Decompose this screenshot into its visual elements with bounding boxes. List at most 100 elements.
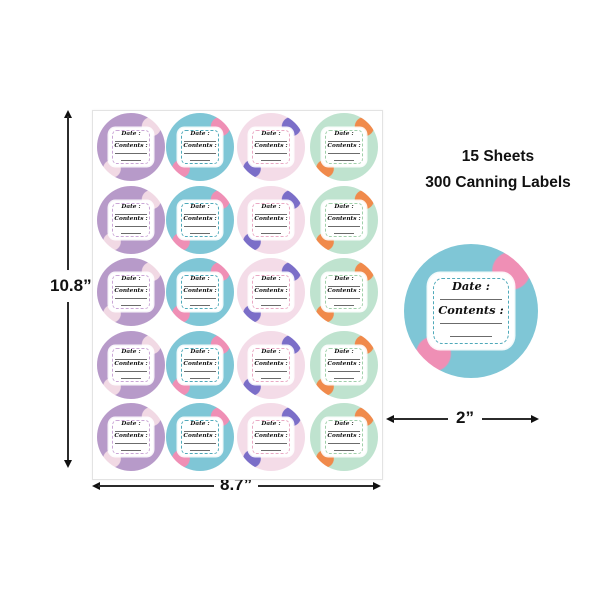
label-frame-border — [180, 203, 220, 237]
canning-label: Date : Contents : — [97, 403, 165, 471]
arrow-right-icon — [531, 415, 539, 423]
contents-write-line — [333, 232, 355, 234]
date-field-label: Date : — [190, 348, 210, 355]
contents-write-line — [189, 449, 211, 451]
contents-write-line — [115, 298, 147, 300]
contents-write-line — [115, 226, 147, 228]
contents-field-label: Contents : — [327, 361, 361, 368]
label-frame-border — [324, 203, 364, 237]
canning-label: Date : Contents : — [310, 258, 378, 326]
contents-write-line — [328, 371, 360, 373]
contents-field-label: Contents : — [183, 288, 217, 295]
date-field-label: Date : — [261, 420, 281, 427]
contents-field-label: Contents : — [114, 216, 148, 223]
label-frame: Date : Contents : — [178, 345, 222, 385]
date-field-label: Date : — [261, 203, 281, 210]
contents-write-line — [328, 226, 360, 228]
contents-write-line — [120, 232, 142, 234]
canning-label: Date : Contents : — [166, 258, 234, 326]
contents-write-line — [184, 443, 216, 445]
contents-write-line — [328, 298, 360, 300]
contents-write-line — [255, 371, 287, 373]
diameter-label: 2” — [456, 408, 474, 427]
canning-label: Date : Contents : — [237, 186, 305, 254]
label-frame: Date : Contents : — [428, 273, 514, 349]
date-field-label: Date : — [334, 130, 354, 137]
diameter-line-left — [392, 418, 448, 420]
label-frame-border — [111, 275, 151, 309]
contents-field-label: Contents : — [114, 143, 148, 150]
canning-label: Date : Contents : — [237, 331, 305, 399]
contents-field-label: Contents : — [183, 433, 217, 440]
contents-field-label: Contents : — [114, 361, 148, 368]
canning-label: Date : Contents : — [97, 258, 165, 326]
width-line-right — [258, 485, 374, 487]
date-write-line — [115, 430, 147, 432]
width-line-left — [98, 485, 214, 487]
contents-write-line — [120, 377, 142, 379]
diameter-line-right — [482, 418, 532, 420]
label-frame-border — [180, 130, 220, 164]
height-label: 10.8” — [50, 276, 92, 295]
label-frame: Date : Contents : — [322, 417, 366, 457]
label-frame-border — [324, 348, 364, 382]
canning-label: Date : Contents : — [166, 403, 234, 471]
canning-label: Date : Contents : — [97, 186, 165, 254]
contents-field-label: Contents : — [327, 433, 361, 440]
label-frame: Date : Contents : — [109, 417, 153, 457]
label-sheet: Date : Contents : Date : Contents : Date : Co… — [92, 110, 383, 480]
contents-field-label: Contents : — [327, 216, 361, 223]
contents-field-label: Contents : — [114, 433, 148, 440]
label-frame-border — [111, 420, 151, 454]
date-field-label: Date : — [190, 203, 210, 210]
sheet-count-text: 15 Sheets — [461, 148, 535, 165]
date-write-line — [440, 298, 502, 300]
contents-write-line — [333, 377, 355, 379]
label-frame-border — [433, 277, 509, 344]
canning-label: Date : Contents : — [97, 113, 165, 181]
date-write-line — [115, 140, 147, 142]
contents-write-line — [333, 159, 355, 161]
label-frame: Date : Contents : — [322, 272, 366, 312]
label-frame: Date : Contents : — [249, 127, 293, 167]
date-write-line — [255, 140, 287, 142]
date-write-line — [328, 140, 360, 142]
canning-label: Date : Contents : — [166, 331, 234, 399]
date-field-label: Date : — [121, 348, 141, 355]
canning-label: Date : Contents : — [237, 403, 305, 471]
label-frame-border — [180, 348, 220, 382]
contents-write-line — [189, 304, 211, 306]
date-write-line — [328, 213, 360, 215]
arrow-left-icon — [386, 415, 394, 423]
contents-write-line — [255, 153, 287, 155]
label-frame-border — [111, 203, 151, 237]
contents-write-line — [260, 159, 282, 161]
contents-write-line — [120, 159, 142, 161]
contents-write-line — [260, 377, 282, 379]
contents-field-label: Contents : — [183, 361, 217, 368]
label-frame-border — [324, 130, 364, 164]
contents-write-line — [260, 232, 282, 234]
date-field-label: Date : — [190, 275, 210, 282]
label-frame-border — [180, 275, 220, 309]
label-frame: Date : Contents : — [109, 345, 153, 385]
canning-label: Date : Contents : — [310, 186, 378, 254]
contents-write-line — [255, 226, 287, 228]
label-frame: Date : Contents : — [178, 200, 222, 240]
contents-write-line — [255, 298, 287, 300]
height-line-top — [67, 116, 69, 270]
date-field-label: Date : — [190, 130, 210, 137]
contents-write-line — [115, 371, 147, 373]
date-write-line — [255, 285, 287, 287]
date-write-line — [328, 358, 360, 360]
label-frame: Date : Contents : — [178, 127, 222, 167]
label-frame: Date : Contents : — [178, 417, 222, 457]
contents-field-label: Contents : — [114, 288, 148, 295]
label-frame-border — [251, 348, 291, 382]
label-frame: Date : Contents : — [109, 272, 153, 312]
contents-write-line — [450, 336, 492, 338]
label-frame: Date : Contents : — [109, 200, 153, 240]
label-frame-border — [324, 275, 364, 309]
date-field-label: Date : — [452, 279, 490, 294]
label-frame-border — [251, 130, 291, 164]
